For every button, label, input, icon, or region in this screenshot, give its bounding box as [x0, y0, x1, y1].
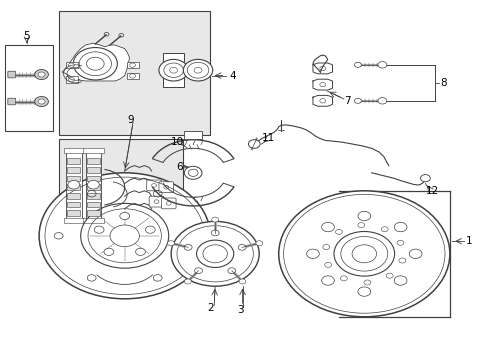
Circle shape — [39, 173, 210, 299]
Circle shape — [354, 98, 361, 103]
Circle shape — [227, 268, 235, 274]
Circle shape — [183, 59, 212, 81]
Text: 11: 11 — [261, 132, 274, 143]
Polygon shape — [312, 63, 332, 74]
Bar — [66, 76, 78, 83]
Circle shape — [120, 212, 129, 220]
Bar — [127, 62, 139, 68]
Bar — [5, 45, 53, 131]
Circle shape — [248, 140, 260, 148]
Circle shape — [420, 175, 429, 182]
Circle shape — [321, 222, 334, 232]
Circle shape — [333, 231, 394, 276]
Bar — [87, 176, 100, 181]
Polygon shape — [312, 79, 332, 90]
Circle shape — [135, 248, 145, 255]
Circle shape — [167, 241, 174, 246]
Text: 4: 4 — [228, 71, 235, 81]
Circle shape — [239, 279, 245, 284]
Circle shape — [408, 249, 421, 258]
Bar — [87, 158, 100, 164]
Bar — [127, 73, 139, 79]
Bar — [66, 62, 78, 68]
Text: 3: 3 — [237, 305, 244, 315]
FancyBboxPatch shape — [161, 198, 176, 209]
Circle shape — [238, 244, 245, 250]
Bar — [87, 202, 100, 207]
Circle shape — [94, 226, 104, 233]
Text: 5: 5 — [23, 31, 30, 41]
Text: 12: 12 — [425, 186, 439, 196]
Circle shape — [354, 62, 361, 67]
Circle shape — [184, 166, 202, 179]
Bar — [87, 193, 100, 199]
Bar — [67, 210, 80, 216]
FancyBboxPatch shape — [8, 98, 16, 105]
Circle shape — [38, 72, 45, 77]
Bar — [67, 193, 80, 199]
Bar — [184, 131, 202, 139]
Circle shape — [377, 62, 386, 68]
Circle shape — [357, 211, 370, 221]
Circle shape — [211, 230, 219, 236]
Text: 1: 1 — [465, 236, 472, 246]
Text: 2: 2 — [206, 303, 213, 313]
FancyBboxPatch shape — [159, 182, 173, 193]
Polygon shape — [312, 95, 332, 106]
Circle shape — [159, 59, 188, 81]
Bar — [87, 167, 100, 173]
Circle shape — [35, 69, 48, 80]
Circle shape — [35, 96, 48, 107]
FancyBboxPatch shape — [149, 196, 163, 207]
Text: 7: 7 — [343, 96, 350, 106]
Circle shape — [145, 226, 155, 233]
Bar — [87, 184, 100, 190]
FancyBboxPatch shape — [146, 180, 161, 191]
Bar — [87, 210, 100, 216]
Circle shape — [211, 217, 218, 222]
Text: 10: 10 — [170, 137, 183, 147]
Bar — [66, 151, 81, 220]
Bar — [59, 11, 210, 135]
Bar — [85, 151, 101, 220]
Circle shape — [184, 279, 191, 284]
Circle shape — [196, 240, 233, 267]
Bar — [59, 139, 183, 227]
Bar — [67, 202, 80, 207]
Bar — [67, 158, 80, 164]
Circle shape — [38, 99, 45, 104]
Polygon shape — [62, 43, 129, 81]
Bar — [67, 184, 80, 190]
Circle shape — [393, 276, 406, 285]
Bar — [67, 176, 80, 181]
Circle shape — [68, 180, 80, 189]
Text: 6: 6 — [176, 162, 183, 172]
Text: 8: 8 — [440, 78, 447, 88]
Bar — [63, 218, 84, 223]
Circle shape — [255, 241, 262, 246]
Circle shape — [357, 287, 370, 296]
Bar — [83, 218, 103, 223]
Circle shape — [171, 221, 259, 286]
Bar — [67, 167, 80, 173]
Circle shape — [377, 98, 386, 104]
Circle shape — [278, 191, 449, 317]
Polygon shape — [312, 55, 327, 72]
Circle shape — [104, 248, 114, 255]
Circle shape — [194, 268, 202, 274]
Circle shape — [87, 180, 99, 189]
Circle shape — [321, 276, 334, 285]
FancyBboxPatch shape — [8, 71, 16, 78]
Bar — [163, 53, 184, 87]
Bar — [63, 148, 84, 153]
Circle shape — [393, 222, 406, 232]
Circle shape — [306, 249, 319, 258]
Circle shape — [184, 244, 192, 250]
Bar — [83, 148, 103, 153]
Text: 9: 9 — [127, 115, 134, 125]
